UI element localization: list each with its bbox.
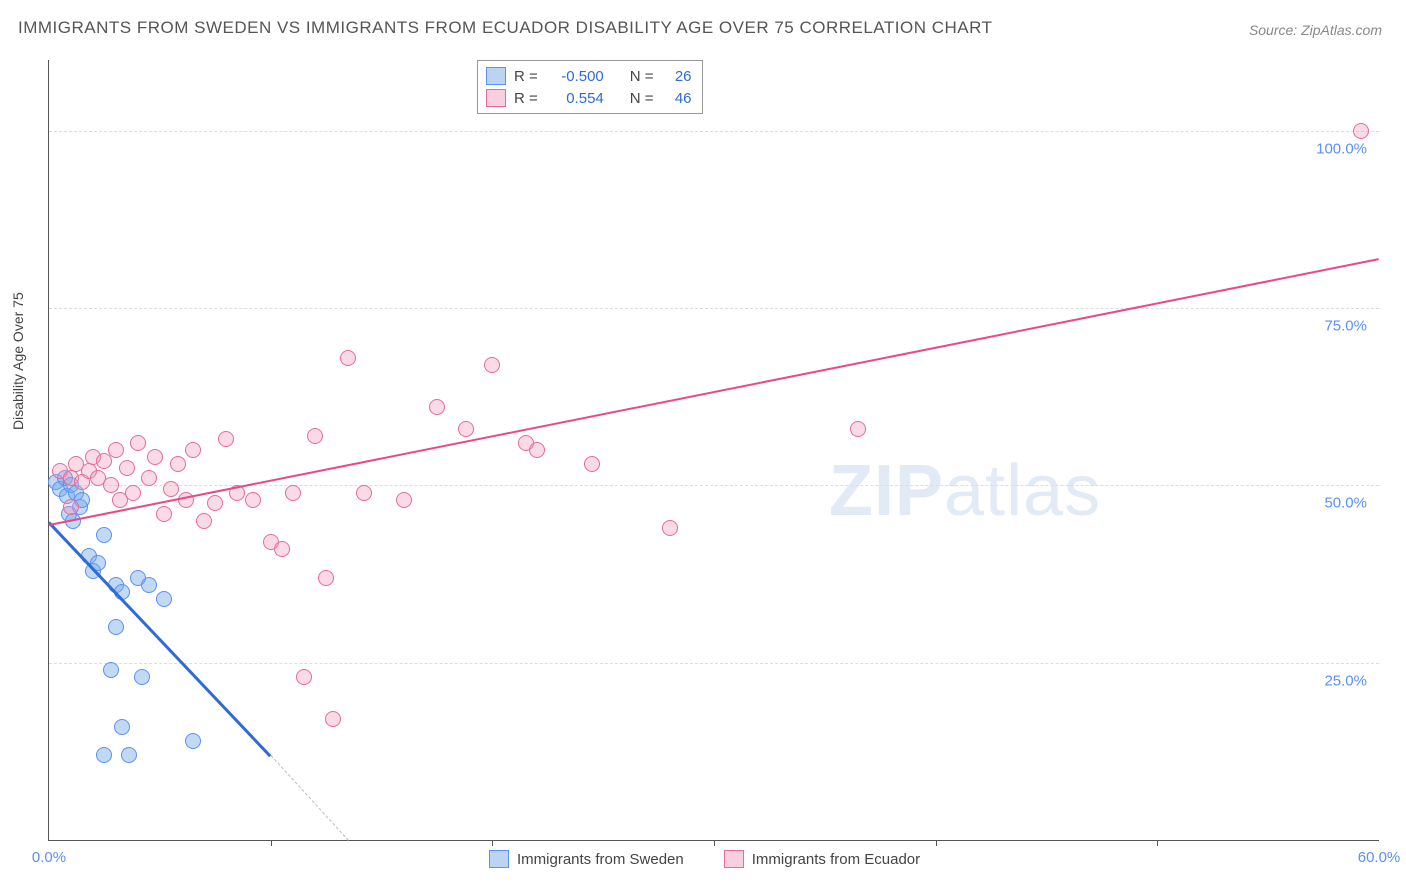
gridline-horizontal — [49, 131, 1379, 132]
correlation-stats-box: R = -0.500 N = 26 R = 0.554 N = 46 — [477, 60, 703, 114]
trend-line — [48, 521, 271, 757]
trend-line-extrapolated — [270, 755, 348, 841]
data-point — [340, 350, 356, 366]
legend-label: Immigrants from Sweden — [517, 851, 684, 868]
n-value: 46 — [662, 90, 692, 107]
data-point — [584, 456, 600, 472]
data-point — [529, 442, 545, 458]
data-point — [96, 527, 112, 543]
data-point — [63, 499, 79, 515]
data-point — [185, 733, 201, 749]
x-tick-label: 60.0% — [1358, 849, 1401, 866]
y-tick-label: 75.0% — [1324, 318, 1367, 335]
data-point — [125, 485, 141, 501]
watermark-rest: atlas — [944, 451, 1101, 531]
x-tick-mark — [936, 840, 937, 846]
stats-row: R = -0.500 N = 26 — [486, 65, 692, 87]
scatter-plot-area: ZIPatlas R = -0.500 N = 26 R = 0.554 N =… — [48, 60, 1379, 841]
data-point — [429, 399, 445, 415]
data-point — [318, 570, 334, 586]
data-point — [119, 460, 135, 476]
data-point — [325, 711, 341, 727]
x-tick-mark — [714, 840, 715, 846]
y-tick-label: 50.0% — [1324, 495, 1367, 512]
r-label: R = — [514, 90, 538, 107]
legend-item: Immigrants from Sweden — [489, 850, 684, 868]
bottom-legend: Immigrants from Sweden Immigrants from E… — [489, 850, 920, 868]
y-tick-label: 25.0% — [1324, 672, 1367, 689]
data-point — [196, 513, 212, 529]
legend-item: Immigrants from Ecuador — [724, 850, 920, 868]
legend-swatch-blue — [489, 850, 509, 868]
data-point — [156, 506, 172, 522]
data-point — [96, 747, 112, 763]
x-tick-mark — [271, 840, 272, 846]
legend-swatch-pink — [724, 850, 744, 868]
data-point — [484, 357, 500, 373]
data-point — [103, 662, 119, 678]
x-tick-mark — [1157, 840, 1158, 846]
data-point — [356, 485, 372, 501]
data-point — [121, 747, 137, 763]
chart-title: IMMIGRANTS FROM SWEDEN VS IMMIGRANTS FRO… — [18, 18, 992, 38]
data-point — [114, 719, 130, 735]
watermark-bold: ZIP — [829, 451, 944, 531]
r-value: 0.554 — [546, 90, 604, 107]
data-point — [296, 669, 312, 685]
data-point — [1353, 123, 1369, 139]
r-label: R = — [514, 68, 538, 85]
data-point — [662, 520, 678, 536]
data-point — [163, 481, 179, 497]
watermark: ZIPatlas — [829, 450, 1101, 532]
data-point — [218, 431, 234, 447]
r-value: -0.500 — [546, 68, 604, 85]
data-point — [307, 428, 323, 444]
legend-label: Immigrants from Ecuador — [752, 851, 920, 868]
n-label: N = — [630, 90, 654, 107]
data-point — [170, 456, 186, 472]
data-point — [130, 435, 146, 451]
data-point — [141, 577, 157, 593]
x-tick-label: 0.0% — [32, 849, 66, 866]
data-point — [185, 442, 201, 458]
x-tick-mark — [492, 840, 493, 846]
data-point — [108, 619, 124, 635]
data-point — [245, 492, 261, 508]
n-label: N = — [630, 68, 654, 85]
source-attribution: Source: ZipAtlas.com — [1249, 22, 1382, 38]
data-point — [396, 492, 412, 508]
data-point — [108, 442, 124, 458]
data-point — [458, 421, 474, 437]
stats-row: R = 0.554 N = 46 — [486, 87, 692, 109]
gridline-horizontal — [49, 663, 1379, 664]
data-point — [285, 485, 301, 501]
legend-swatch-pink — [486, 89, 506, 107]
y-tick-label: 100.0% — [1316, 140, 1367, 157]
data-point — [274, 541, 290, 557]
n-value: 26 — [662, 68, 692, 85]
gridline-horizontal — [49, 308, 1379, 309]
data-point — [141, 470, 157, 486]
legend-swatch-blue — [486, 67, 506, 85]
data-point — [156, 591, 172, 607]
data-point — [147, 449, 163, 465]
data-point — [207, 495, 223, 511]
data-point — [850, 421, 866, 437]
y-axis-label: Disability Age Over 75 — [10, 292, 26, 430]
data-point — [134, 669, 150, 685]
